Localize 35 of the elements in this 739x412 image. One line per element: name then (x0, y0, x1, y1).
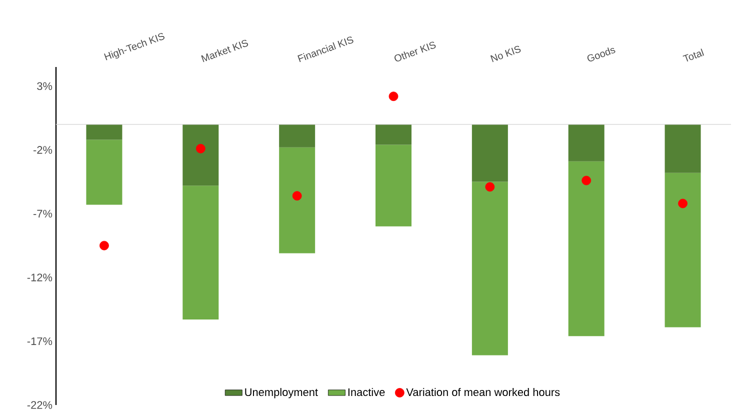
bar (376, 144, 412, 226)
y-tick-label: -17% (27, 337, 52, 346)
y-tick-label: -22% (27, 401, 52, 409)
y-tick-label: -2% (33, 146, 52, 154)
bar (472, 124, 508, 182)
x-tick-label: Other KIS (394, 42, 436, 62)
x-tick-label: Goods (587, 48, 616, 62)
bar (182, 124, 219, 186)
y-tick-label: 3% (37, 82, 52, 90)
bar (279, 147, 316, 254)
bar (182, 186, 219, 320)
point (678, 198, 688, 208)
point (100, 240, 109, 250)
x-tick-label: Market KIS (201, 40, 248, 62)
y-tick-label: -12% (27, 274, 52, 282)
y-tick-label: -7% (33, 210, 52, 218)
bar (664, 172, 701, 328)
bar (86, 140, 122, 205)
legend-label: Unemployment (245, 388, 318, 398)
point (582, 176, 592, 186)
point (292, 191, 302, 201)
bar (376, 124, 412, 145)
legend-label: Inactive (348, 388, 385, 396)
point (388, 92, 398, 102)
bar (279, 124, 316, 148)
x-tick-label: No KIS (490, 46, 521, 62)
point (485, 182, 495, 192)
x-tick-label: Total (682, 48, 704, 62)
bar (86, 124, 122, 140)
legend-label: Variation of mean worked hours (406, 388, 560, 396)
bar (568, 124, 604, 162)
bar (664, 124, 701, 173)
bar (472, 182, 508, 356)
bar (568, 161, 604, 336)
point (196, 144, 206, 154)
